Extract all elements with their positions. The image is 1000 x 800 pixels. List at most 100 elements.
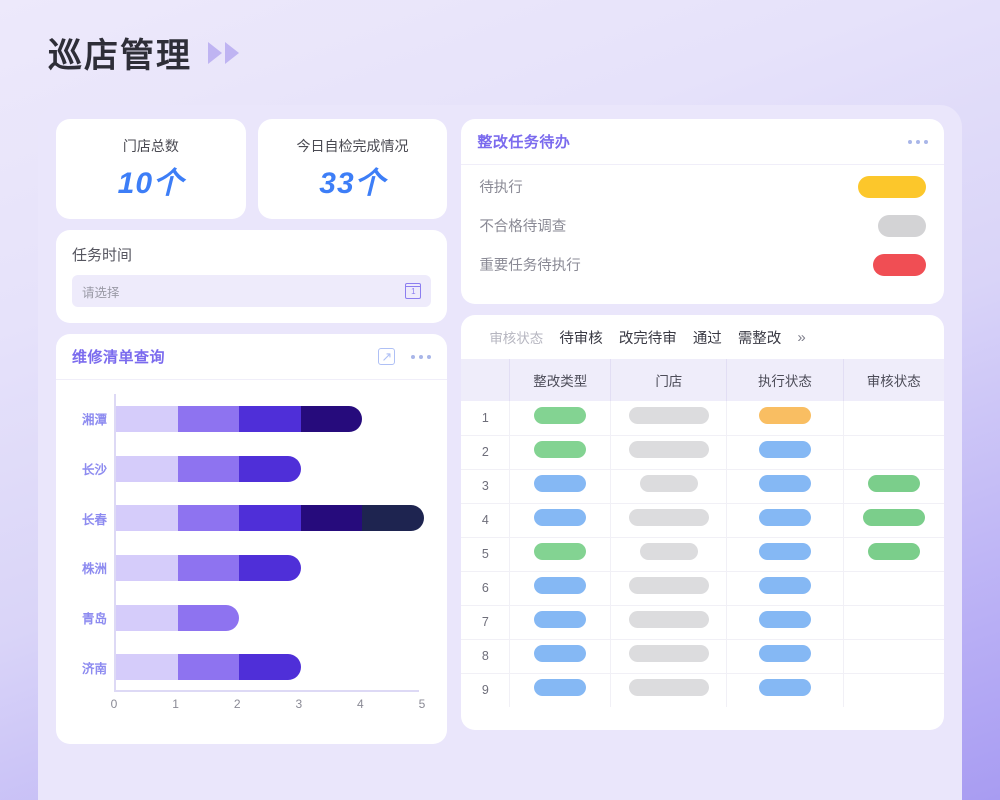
chart-plot-area: 湘潭长沙长春株洲青岛济南 bbox=[82, 394, 424, 692]
row-number: 6 bbox=[461, 571, 511, 606]
bar-segment bbox=[116, 405, 178, 432]
bar-segment bbox=[300, 505, 363, 532]
cell-status-pill bbox=[639, 475, 698, 492]
table-column-header: 执行状态 bbox=[726, 359, 844, 401]
dashboard-shell: 门店总数 10个 今日自检完成情况 33个 任务时间 请选择 维修清单查询 bbox=[38, 105, 962, 800]
todo-row-label: 重要任务待执行 bbox=[479, 258, 581, 274]
cell-status-pill bbox=[534, 475, 587, 492]
table-header-row: 整改类型 门店 执行状态 审核状态 bbox=[461, 359, 944, 401]
todo-row[interactable]: 不合格待调查 bbox=[479, 206, 926, 245]
filter-bar: 审核状态 待审核 改完待审 通过 需整改 » bbox=[461, 315, 944, 359]
table-row[interactable]: 2 bbox=[461, 435, 944, 470]
table-row[interactable]: 4 bbox=[461, 503, 944, 538]
table-cell bbox=[726, 401, 844, 436]
table-cell bbox=[509, 435, 612, 470]
todo-row-label: 不合格待调查 bbox=[479, 219, 567, 235]
table-cell bbox=[843, 469, 944, 504]
row-number: 8 bbox=[461, 639, 511, 674]
bar-segment bbox=[177, 654, 240, 681]
table-cell bbox=[843, 605, 944, 640]
double-triangle-right-icon bbox=[208, 41, 239, 64]
table-cell bbox=[726, 503, 844, 538]
bar-row: 青岛 bbox=[82, 604, 240, 631]
stat-value: 10个 bbox=[117, 167, 185, 200]
bar-row: 长沙 bbox=[82, 455, 301, 482]
table-cell bbox=[843, 435, 944, 470]
table-cell bbox=[726, 571, 844, 606]
table-row[interactable]: 6 bbox=[461, 571, 944, 606]
table-cell bbox=[843, 639, 944, 674]
table-cell bbox=[509, 673, 612, 707]
table-column-header: 门店 bbox=[610, 359, 728, 401]
bar-category-label: 青岛 bbox=[81, 612, 107, 626]
row-number: 9 bbox=[461, 673, 511, 707]
chart-card-header: 维修清单查询 bbox=[56, 334, 448, 380]
cell-status-pill bbox=[628, 679, 709, 697]
bar-row: 长春 bbox=[82, 505, 424, 532]
bar-segment bbox=[239, 505, 301, 532]
cell-status-pill bbox=[758, 577, 811, 594]
table-row[interactable]: 5 bbox=[461, 537, 944, 572]
bar-segment bbox=[239, 405, 301, 432]
filter-option[interactable]: 改完待审 bbox=[618, 330, 677, 347]
filter-option[interactable]: 需整改 bbox=[737, 330, 782, 347]
task-time-date-input[interactable]: 请选择 bbox=[72, 275, 432, 307]
filter-option[interactable]: 待审核 bbox=[559, 330, 603, 347]
table-cell bbox=[726, 605, 844, 640]
table-cell bbox=[610, 605, 728, 640]
table-cell bbox=[610, 639, 728, 674]
stat-label: 门店总数 bbox=[122, 138, 179, 154]
stat-cards: 门店总数 10个 今日自检完成情况 33个 bbox=[56, 119, 448, 219]
table-cell bbox=[726, 537, 844, 572]
table-column-header bbox=[461, 359, 511, 401]
bar-category-label: 济南 bbox=[81, 661, 107, 676]
filter-option[interactable]: 通过 bbox=[692, 330, 722, 347]
table-cell bbox=[843, 503, 944, 538]
table-row[interactable]: 8 bbox=[461, 639, 944, 674]
cell-status-pill bbox=[639, 543, 698, 560]
todo-row[interactable]: 待执行 bbox=[479, 167, 926, 206]
table-row[interactable]: 1 bbox=[461, 401, 944, 436]
cell-status-pill bbox=[867, 475, 920, 492]
table-cell bbox=[610, 503, 728, 538]
row-number: 2 bbox=[461, 435, 511, 470]
table-row[interactable]: 3 bbox=[461, 469, 944, 504]
todo-row[interactable]: 重要任务待执行 bbox=[479, 245, 926, 284]
bar-row: 湘潭 bbox=[82, 405, 363, 432]
row-number: 4 bbox=[461, 503, 511, 538]
bar-segment bbox=[116, 554, 178, 581]
x-axis-tick: 3 bbox=[295, 697, 303, 711]
table-cell bbox=[610, 537, 728, 572]
table-row[interactable]: 7 bbox=[461, 605, 944, 640]
calendar-icon[interactable] bbox=[405, 283, 422, 299]
cell-status-pill bbox=[758, 679, 811, 697]
export-icon[interactable] bbox=[378, 348, 396, 365]
todo-card-header: 整改任务待办 bbox=[461, 119, 944, 165]
table-cell bbox=[509, 605, 612, 640]
bar-segment bbox=[177, 455, 240, 482]
cell-status-pill bbox=[758, 406, 811, 424]
chart-title: 维修清单查询 bbox=[72, 349, 166, 366]
bar-segment bbox=[116, 455, 178, 482]
todo-status-pill bbox=[873, 253, 926, 276]
todo-status-pill bbox=[858, 175, 926, 198]
cell-status-pill bbox=[758, 543, 811, 560]
stacked-bar bbox=[116, 505, 424, 532]
bar-category-label: 湘潭 bbox=[81, 413, 107, 428]
cell-status-pill bbox=[534, 441, 587, 458]
filter-more-icon[interactable]: » bbox=[797, 328, 806, 346]
table-cell bbox=[843, 537, 944, 572]
stat-card-today-selfcheck: 今日自检完成情况 33个 bbox=[257, 119, 448, 219]
more-dots-icon[interactable] bbox=[411, 354, 432, 359]
bar-segment bbox=[300, 405, 363, 432]
x-axis-tick: 1 bbox=[172, 697, 179, 711]
bar-row: 株洲 bbox=[82, 554, 301, 581]
cell-status-pill bbox=[867, 543, 920, 560]
table-row[interactable]: 9 bbox=[461, 673, 944, 707]
table-cell bbox=[509, 639, 612, 674]
more-dots-icon[interactable] bbox=[908, 139, 928, 144]
